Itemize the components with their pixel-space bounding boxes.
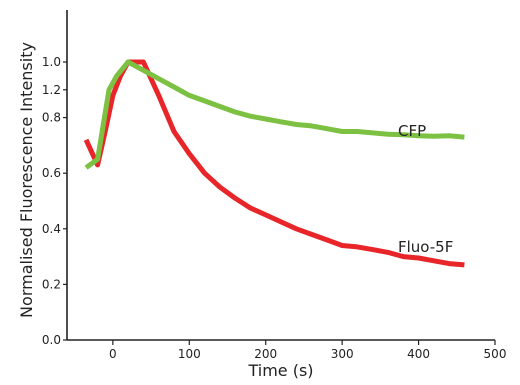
series-line-fluo-5f: [83, 59, 465, 268]
x-tick-label: 200: [254, 347, 277, 361]
y-tick-label: 0.6: [42, 166, 61, 180]
x-tick-label: 0: [109, 347, 117, 361]
series-label-cfp: CFP: [398, 122, 426, 140]
y-tick-label: 1.0: [42, 55, 61, 69]
x-tick-label: 300: [331, 347, 354, 361]
x-tick-label: 100: [178, 347, 201, 361]
series-layer: [83, 59, 465, 268]
y-tick-label: 0.4: [42, 222, 61, 236]
x-tick-label: 500: [484, 347, 507, 361]
y-tick-label: 0.0: [42, 333, 61, 347]
series-line-cfp: [84, 59, 465, 170]
y-tick-label: 1.2: [42, 83, 61, 97]
x-tick-label: 400: [407, 347, 430, 361]
y-tick-label: 0.2: [42, 277, 61, 291]
series-label-fluo-5f: Fluo-5F: [398, 238, 453, 256]
y-axis-title: Normalised Fluorescence Intensity: [17, 42, 36, 318]
axes: 0 100 200 300 400 500 0.0 0.2 0.4 0.6 0.8 1.2 1.0: [42, 10, 507, 361]
x-axis-title: Time (s): [247, 361, 313, 380]
y-tick-label: 0.8: [42, 111, 61, 125]
labels: Time (s) Normalised Fluorescence Intensi…: [17, 42, 453, 380]
